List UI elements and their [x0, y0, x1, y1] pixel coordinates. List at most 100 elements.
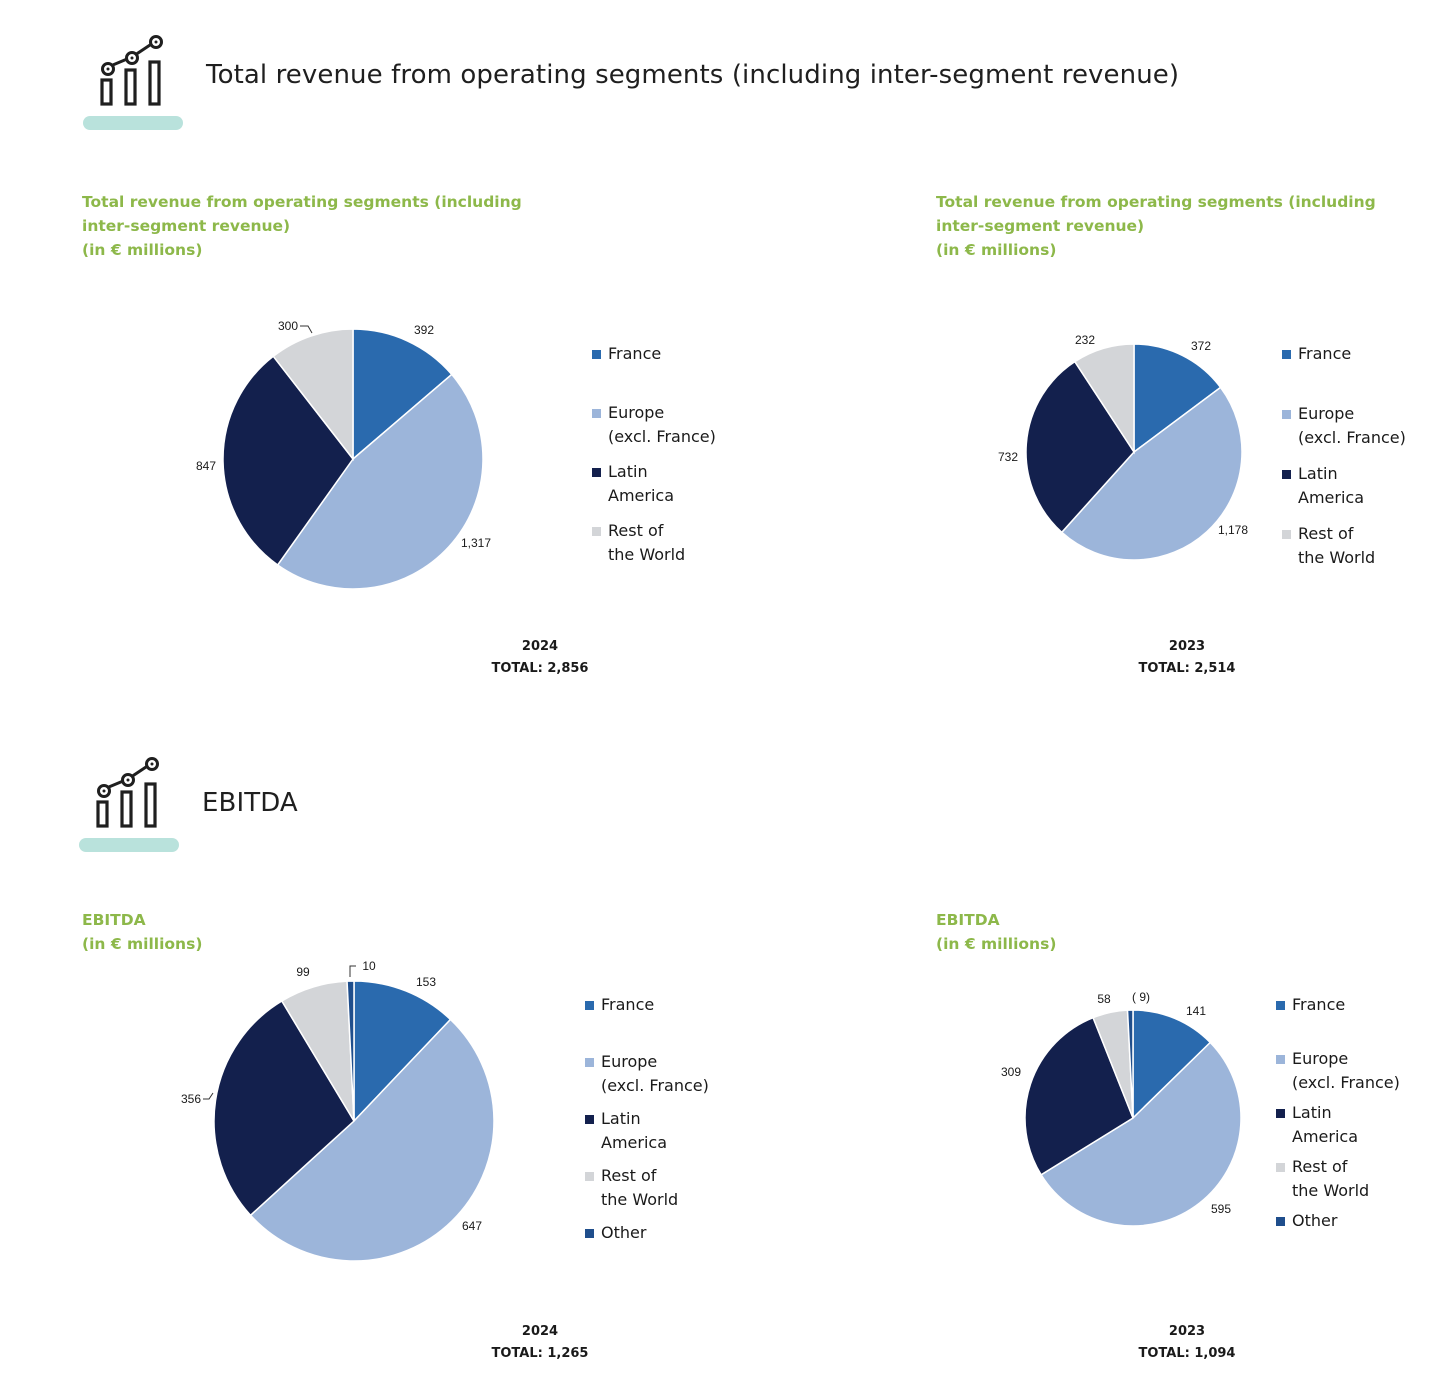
legend-item: France [1276, 993, 1345, 1017]
chart-title-line: (in € millions) [82, 241, 203, 259]
legend-swatch [1282, 470, 1291, 479]
slice-value-label: 732 [998, 450, 1018, 464]
legend-label: America [1298, 488, 1364, 507]
pie-slice-europe [1060, 386, 1243, 561]
chart-title-line: EBITDA [82, 911, 146, 929]
chart-caption: 2023 TOTAL: 2,514 [1087, 636, 1287, 680]
caption-year: 2024 [521, 639, 559, 654]
revenue-section-heading: Total revenue from operating segments (i… [80, 30, 1380, 150]
legend-label: Europe [601, 1052, 658, 1071]
pie-slice-europe [249, 1018, 495, 1262]
pie-slice-france [352, 328, 453, 461]
legend-item: Rest of the World [585, 1164, 678, 1212]
slice-value-label: 1,178 [1218, 523, 1248, 537]
slice-value-label: 300 [278, 319, 298, 333]
legend-swatch [1282, 530, 1291, 539]
legend-swatch [1276, 1001, 1285, 1010]
legend-item: France [592, 342, 661, 366]
legend-label: France [601, 995, 655, 1014]
chart-title: Total revenue from operating segments (i… [82, 190, 552, 262]
legend-item: Europe (excl. France) [1276, 1047, 1400, 1095]
pie-slice-france [353, 980, 452, 1123]
caption-total: TOTAL: 1,265 [491, 1346, 589, 1361]
label-leader-line [300, 325, 313, 334]
label-leader-line [203, 1092, 214, 1100]
legend-swatch [592, 350, 601, 359]
legend-swatch [585, 1172, 594, 1181]
slice-value-label: 153 [416, 975, 436, 989]
chart-title-line: (in € millions) [82, 935, 203, 953]
pie-slice-restofworld [1092, 1009, 1134, 1119]
section-title: EBITDA [202, 788, 298, 818]
legend-label: France [608, 344, 662, 363]
legend-swatch [585, 1058, 594, 1067]
bar-chart-with-trend-line-icon [83, 35, 183, 130]
caption-year: 2023 [1168, 639, 1206, 654]
legend-item: France [585, 993, 654, 1017]
legend-label: France [1298, 344, 1352, 363]
legend-label: Latin [601, 1109, 641, 1128]
legend-label: (excl. France) [1298, 428, 1406, 447]
legend-swatch [585, 1115, 594, 1124]
chart-title-line: (in € millions) [936, 241, 1057, 259]
slice-value-label: 847 [196, 459, 216, 473]
legend-swatch [592, 468, 601, 477]
pie-slice-latinamerica [1024, 1016, 1134, 1176]
slice-value-label: 10 [362, 959, 376, 973]
legend-label: America [1292, 1127, 1358, 1146]
legend-label: the World [601, 1190, 679, 1209]
pie-slice-latinamerica [222, 355, 354, 566]
slice-value-label: ( 9) [1132, 990, 1150, 1004]
legend-label: Latin [608, 462, 648, 481]
slice-value-label: 58 [1097, 992, 1111, 1006]
legend-item: Other [585, 1221, 646, 1245]
slice-value-label: 356 [181, 1092, 201, 1106]
legend-item: Rest of the World [1276, 1155, 1369, 1203]
legend-item: Rest of the World [592, 519, 685, 567]
legend-label: Europe [608, 403, 665, 422]
legend-label: Europe [1298, 404, 1355, 423]
chart-title-line: EBITDA [936, 911, 1000, 929]
chart-title: Total revenue from operating segments (i… [936, 190, 1406, 262]
legend-item: Other [1276, 1209, 1337, 1233]
slice-value-label: 99 [296, 965, 310, 979]
caption-year: 2023 [1168, 1324, 1206, 1339]
slice-value-label: 372 [1191, 339, 1211, 353]
chart-title-line: inter-segment revenue) [936, 217, 1145, 235]
legend-label: Rest of [608, 521, 664, 540]
legend-label: France [1292, 995, 1346, 1014]
ebitda-section-heading: EBITDA [79, 752, 1380, 872]
legend-label: Europe [1292, 1049, 1349, 1068]
slice-value-label: 309 [1001, 1065, 1021, 1079]
legend-item: Europe (excl. France) [585, 1050, 709, 1098]
slice-value-label: 392 [414, 323, 434, 337]
legend-item: Europe (excl. France) [592, 401, 716, 449]
legend-swatch [1276, 1163, 1285, 1172]
pie-slice-restofworld [280, 980, 355, 1122]
legend-swatch [585, 1001, 594, 1010]
chart-title: EBITDA (in € millions) [82, 908, 552, 956]
chart-caption: 2023 TOTAL: 1,094 [1087, 1321, 1287, 1365]
legend-swatch [1276, 1055, 1285, 1064]
pie-slice-latinamerica [1025, 360, 1135, 534]
pie-slice-latinamerica [213, 999, 355, 1217]
legend-swatch [1282, 410, 1291, 419]
slice-value-label: 595 [1211, 1202, 1231, 1216]
legend-swatch [592, 527, 601, 536]
legend-item: France [1282, 342, 1351, 366]
label-leader-line [349, 965, 356, 977]
slice-value-label: 141 [1186, 1004, 1206, 1018]
pie-slice-europe [1040, 1041, 1242, 1227]
chart-caption: 2024 TOTAL: 1,265 [440, 1321, 640, 1365]
pie-slice-france [1133, 343, 1222, 454]
caption-total: TOTAL: 2,514 [1138, 661, 1236, 676]
legend-label: America [608, 486, 674, 505]
legend-label: Other [1292, 1211, 1338, 1230]
legend-label: Rest of [1292, 1157, 1348, 1176]
pie-slice-restofworld [272, 328, 354, 462]
legend-label: Rest of [1298, 524, 1354, 543]
legend-label: Latin [1292, 1103, 1332, 1122]
slice-value-label: 647 [462, 1219, 482, 1233]
slice-value-label: 232 [1075, 333, 1095, 347]
legend-item: Latin America [585, 1107, 667, 1155]
